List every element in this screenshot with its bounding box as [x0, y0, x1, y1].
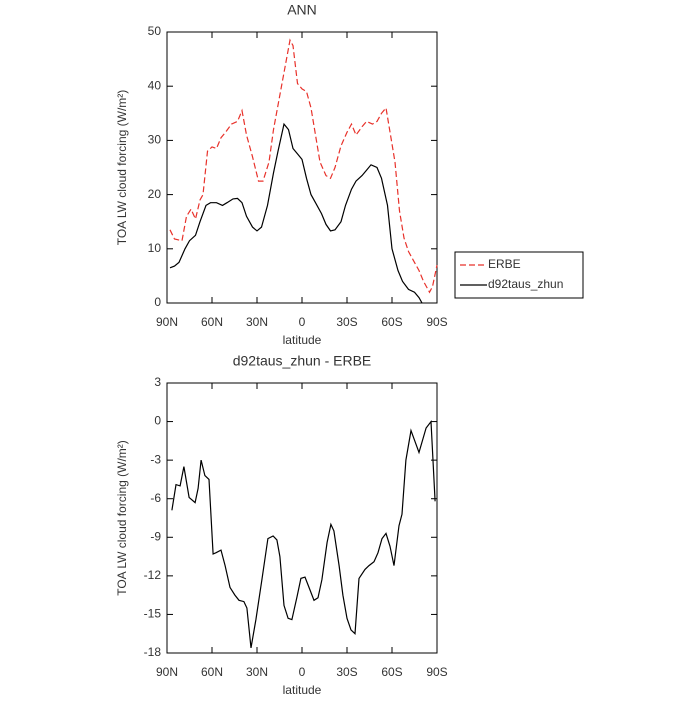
y-tick-label: 0 — [154, 295, 161, 309]
chart-title: d92taus_zhun - ERBE — [233, 353, 372, 369]
y-axis-label: TOA LW cloud forcing (W/m²) — [115, 440, 129, 596]
plot-frame — [166, 31, 438, 304]
y-tick-label: 10 — [148, 241, 162, 255]
x-tick-label: 90S — [426, 665, 447, 679]
x-tick-label: 0 — [299, 315, 306, 329]
x-tick-label: 90N — [156, 315, 178, 329]
x-tick-label: 30N — [246, 315, 268, 329]
x-tick-label: 90S — [426, 315, 447, 329]
y-tick-label: -6 — [150, 491, 161, 505]
y-tick-label: 3 — [154, 375, 161, 389]
y-tick-label: 20 — [148, 187, 162, 201]
x-tick-label: 30N — [246, 665, 268, 679]
y-tick-label: -18 — [144, 645, 162, 659]
chart-title: ANN — [287, 2, 317, 18]
x-tick-label: 60S — [381, 315, 402, 329]
y-tick-label: -15 — [144, 607, 162, 621]
x-tick-label: 60S — [381, 665, 402, 679]
y-tick-label: 50 — [148, 24, 162, 38]
x-tick-label: 90N — [156, 665, 178, 679]
plot-frame — [166, 382, 438, 654]
y-tick-label: 40 — [148, 78, 162, 92]
data-line — [169, 38, 438, 294]
data-line — [171, 419, 436, 649]
x-tick-label: 30S — [336, 665, 357, 679]
x-tick-label: 60N — [201, 665, 223, 679]
y-tick-label: 30 — [148, 133, 162, 147]
y-tick-label: -9 — [150, 529, 161, 543]
y-tick-label: -12 — [144, 568, 162, 582]
x-axis-label: latitude — [283, 333, 322, 347]
y-axis-label: TOA LW cloud forcing (W/m²) — [115, 90, 129, 246]
y-tick-label: 0 — [154, 414, 161, 428]
x-tick-label: 0 — [299, 665, 306, 679]
legend-label: ERBE — [488, 257, 521, 271]
x-axis-label: latitude — [283, 683, 322, 697]
data-line — [169, 122, 423, 304]
legend-label: d92taus_zhun — [488, 277, 563, 291]
legend-box — [454, 251, 584, 299]
x-tick-label: 30S — [336, 315, 357, 329]
y-tick-label: -3 — [150, 452, 161, 466]
x-tick-label: 60N — [201, 315, 223, 329]
